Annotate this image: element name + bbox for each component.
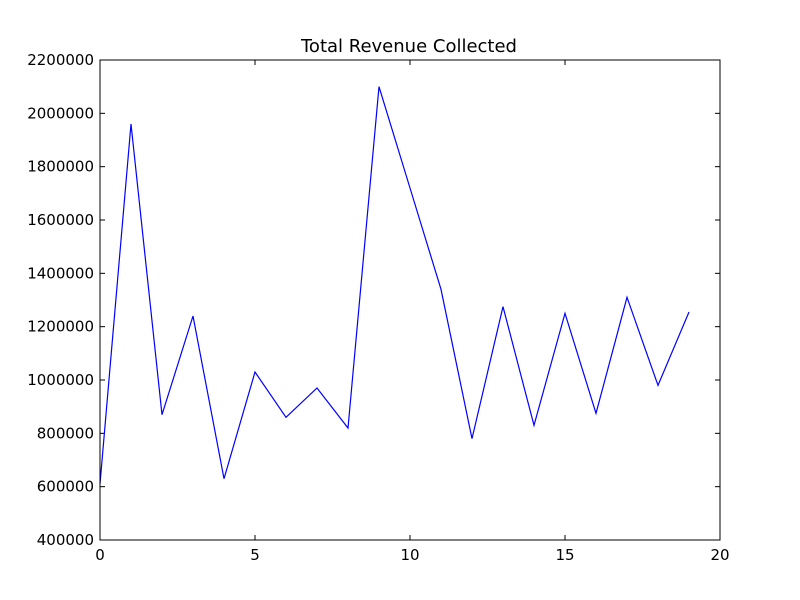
y-tick-label: 1800000 [27, 158, 94, 176]
chart-title: Total Revenue Collected [300, 36, 517, 57]
y-tick-label: 2000000 [27, 104, 94, 122]
y-tick-label: 1400000 [27, 264, 94, 282]
axis-ticks: 0 5 10 15 20 400000 600000 800000 1000000 1200000… [27, 51, 729, 564]
x-tick-label: 20 [710, 546, 729, 564]
y-tick-label: 400000 [37, 531, 94, 549]
y-tick-label: 1200000 [27, 318, 94, 336]
x-tick-label: 10 [400, 546, 419, 564]
y-tick-label: 1600000 [27, 211, 94, 229]
y-tick-label: 800000 [37, 424, 94, 442]
y-tick-label: 600000 [37, 478, 94, 496]
x-tick-label: 5 [250, 546, 260, 564]
y-tick-label: 2200000 [27, 51, 94, 69]
axes-frame [99, 59, 721, 541]
y-tick-label: 1000000 [27, 371, 94, 389]
x-tick-label: 0 [95, 546, 105, 564]
series-group [99, 86, 690, 485]
series-line-0 [99, 86, 690, 485]
x-tick-label: 15 [555, 546, 574, 564]
